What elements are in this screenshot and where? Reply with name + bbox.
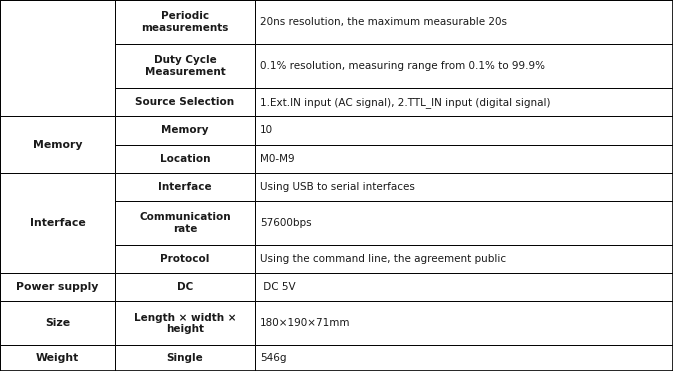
Text: Interface: Interface: [158, 182, 212, 192]
Text: 180×190×71mm: 180×190×71mm: [260, 318, 351, 328]
Bar: [115, 116, 255, 145]
Text: Single: Single: [167, 353, 203, 363]
Text: Memory: Memory: [33, 139, 82, 150]
Text: 0.1% resolution, measuring range from 0.1% to 99.9%: 0.1% resolution, measuring range from 0.…: [260, 61, 545, 71]
Bar: [0, 116, 115, 173]
Bar: [255, 173, 673, 201]
Text: 57600bps: 57600bps: [260, 218, 312, 228]
Text: Using the command line, the agreement public: Using the command line, the agreement pu…: [260, 254, 506, 264]
Bar: [115, 273, 255, 301]
Text: 546g: 546g: [260, 353, 287, 363]
Bar: [0, 301, 115, 345]
Text: Source Selection: Source Selection: [135, 97, 235, 107]
Bar: [255, 273, 673, 301]
Bar: [255, 0, 673, 44]
Bar: [0, 0, 115, 116]
Text: Power supply: Power supply: [16, 282, 99, 292]
Bar: [0, 273, 115, 301]
Text: Communication
rate: Communication rate: [139, 212, 231, 234]
Bar: [255, 88, 673, 116]
Bar: [115, 44, 255, 88]
Bar: [0, 345, 115, 371]
Text: Using USB to serial interfaces: Using USB to serial interfaces: [260, 182, 415, 192]
Text: 10: 10: [260, 125, 273, 135]
Bar: [115, 245, 255, 273]
Bar: [255, 116, 673, 145]
Text: Length × width ×
height: Length × width × height: [134, 313, 236, 334]
Bar: [115, 345, 255, 371]
Text: Size: Size: [45, 318, 70, 328]
Text: Memory: Memory: [162, 125, 209, 135]
Bar: [115, 88, 255, 116]
Bar: [255, 201, 673, 245]
Text: DC 5V: DC 5V: [260, 282, 295, 292]
Bar: [255, 44, 673, 88]
Text: Protocol: Protocol: [160, 254, 210, 264]
Bar: [255, 345, 673, 371]
Text: Location: Location: [160, 154, 210, 164]
Text: DC: DC: [177, 282, 193, 292]
Text: Periodic
measurements: Periodic measurements: [141, 11, 229, 33]
Bar: [115, 301, 255, 345]
Bar: [255, 245, 673, 273]
Text: 20ns resolution, the maximum measurable 20s: 20ns resolution, the maximum measurable …: [260, 17, 507, 27]
Text: Duty Cycle
Measurement: Duty Cycle Measurement: [145, 55, 225, 77]
Text: Interface: Interface: [30, 218, 85, 228]
Bar: [115, 201, 255, 245]
Bar: [255, 301, 673, 345]
Text: M0-M9: M0-M9: [260, 154, 295, 164]
Bar: [115, 0, 255, 44]
Bar: [255, 145, 673, 173]
Text: Weight: Weight: [36, 353, 79, 363]
Bar: [115, 145, 255, 173]
Bar: [115, 173, 255, 201]
Text: 1.Ext.IN input (AC signal), 2.TTL_IN input (digital signal): 1.Ext.IN input (AC signal), 2.TTL_IN inp…: [260, 97, 551, 108]
Bar: [0, 173, 115, 273]
